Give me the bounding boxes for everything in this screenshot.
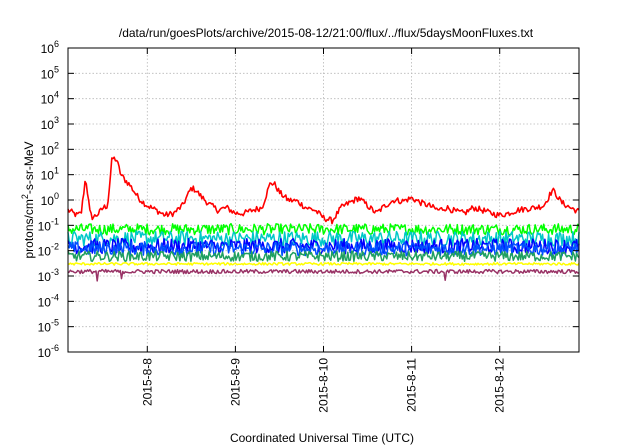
series-line-3 [67, 230, 580, 247]
series-line-1 [67, 156, 580, 225]
y-tick-label: 105 [41, 64, 59, 81]
series-line-5 [67, 240, 580, 257]
y-tick-label: 10-1 [38, 216, 59, 233]
series-line-6 [67, 250, 580, 263]
grid-lines [68, 48, 579, 352]
x-tick-label: 2015-8-11 [405, 358, 419, 412]
y-tick-label: 101 [41, 166, 59, 183]
y-tick-label: 104 [41, 90, 59, 107]
y-tick-label: 10-2 [38, 242, 59, 259]
y-tick-label: 103 [41, 115, 59, 132]
y-tick-label: 10-4 [38, 292, 59, 309]
axis-ticks: 106 105 104 103 102 101 100 10-1 10-2 10-3 10-4 10-… [38, 39, 579, 413]
x-tick-label: 2015-8-8 [140, 358, 154, 406]
x-axis-label: Coordinated Universal Time (UTC) [230, 431, 414, 445]
data-series [67, 156, 580, 282]
series-line-8 [67, 268, 579, 282]
y-tick-label: 102 [41, 140, 59, 157]
x-tick-label: 2015-8-9 [228, 358, 242, 406]
x-tick-label: 2015-8-10 [317, 358, 331, 413]
series-line-2 [67, 222, 580, 236]
y-tick-label: 10-5 [38, 318, 59, 335]
y-axis-label: protons/cm2-s-sr-MeV [20, 141, 36, 258]
y-tick-label: 10-3 [38, 267, 59, 284]
y-tick-label: 100 [41, 191, 59, 208]
chart-title: /data/run/goesPlots/archive/2015-08-12/2… [119, 26, 534, 40]
series-line-7 [67, 261, 580, 266]
y-tick-label: 106 [41, 39, 59, 56]
x-tick-label: 2015-8-12 [493, 358, 507, 413]
y-tick-label: 10-6 [38, 343, 59, 360]
